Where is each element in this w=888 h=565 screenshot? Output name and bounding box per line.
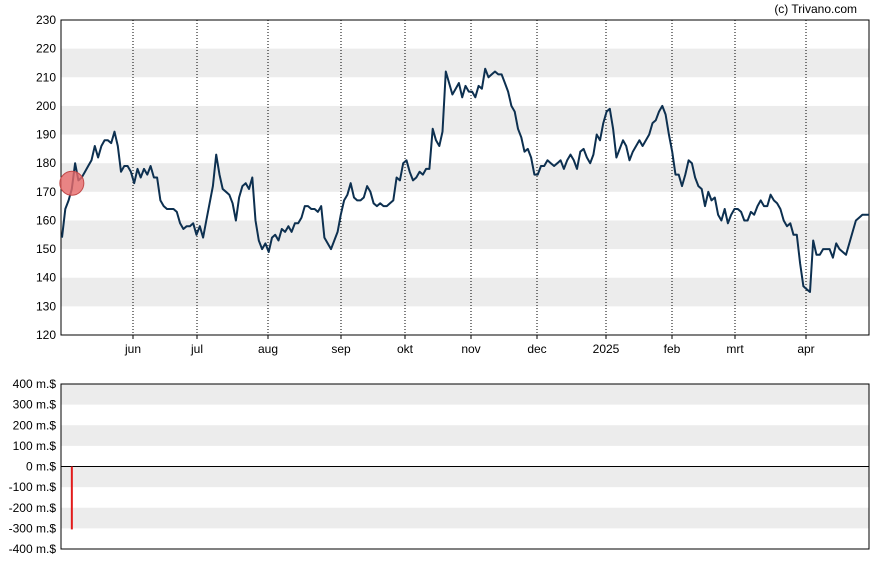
- x-tick-label: jul: [190, 342, 203, 356]
- flow-grid-band: [61, 384, 869, 405]
- price-grid-band: [61, 163, 869, 192]
- y-tick-label: 190: [36, 128, 56, 142]
- y-tick-label: 230: [36, 13, 56, 27]
- x-tick-label: apr: [797, 342, 814, 356]
- x-tick-label: sep: [331, 342, 351, 356]
- y-tick-label: 200: [36, 99, 56, 113]
- y-tick-label: 160: [36, 213, 56, 227]
- y-tick-label: 130: [36, 299, 56, 313]
- flow-grid-band: [61, 466, 869, 488]
- flow-y-tick-label: 200 m.$: [13, 418, 57, 432]
- x-tick-label: okt: [397, 342, 414, 356]
- flow-y-tick-label: 400 m.$: [13, 377, 57, 391]
- price-series-line: [61, 67, 869, 293]
- price-grid-band: [61, 105, 869, 135]
- y-tick-label: 220: [36, 42, 56, 56]
- flow-y-tick-label: 300 m.$: [13, 398, 57, 412]
- flow-y-tick-label: -400 m.$: [9, 542, 57, 556]
- flow-grid-band: [61, 425, 869, 446]
- x-tick-label: nov: [461, 342, 480, 356]
- flow-grid-band: [61, 507, 869, 529]
- x-tick-label: 2025: [593, 342, 620, 356]
- flow-y-tick-label: 100 m.$: [13, 439, 57, 453]
- copyright-credit: (c) Trivano.com: [774, 2, 857, 16]
- flow-y-tick-label: -100 m.$: [9, 480, 57, 494]
- price-chart-panel: jun jul aug sep okt nov dec 2025 feb mrt apr 120 130…: [36, 13, 870, 356]
- x-tick-label: feb: [664, 342, 681, 356]
- flow-y-tick-label: -200 m.$: [9, 501, 57, 515]
- flow-y-tick-label: -300 m.$: [9, 521, 57, 535]
- y-tick-label: 150: [36, 242, 56, 256]
- x-tick-label: mrt: [726, 342, 744, 356]
- x-tick-label: dec: [527, 342, 546, 356]
- y-tick-label: 180: [36, 156, 56, 170]
- price-grid-band: [61, 277, 869, 307]
- flow-y-tick-label: 0 m.$: [26, 460, 56, 474]
- y-tick-label: 120: [36, 328, 56, 342]
- flow-chart-panel: -400 m.$ -300 m.$ -200 m.$ -100 m.$ 0 m.$ 100…: [9, 377, 870, 556]
- y-tick-label: 170: [36, 185, 56, 199]
- x-tick-label: aug: [258, 342, 278, 356]
- price-grid-band: [61, 48, 869, 78]
- y-tick-label: 140: [36, 271, 56, 285]
- x-tick-label: jun: [124, 342, 141, 356]
- y-tick-label: 210: [36, 70, 56, 84]
- highlight-marker: [59, 170, 85, 196]
- price-grid-band: [61, 220, 869, 250]
